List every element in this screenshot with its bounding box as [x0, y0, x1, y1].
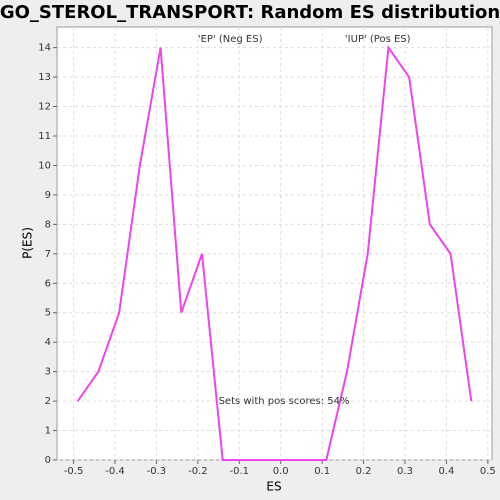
y-tick-label: 13 — [38, 72, 51, 83]
x-tick-label: -0.5 — [64, 466, 84, 477]
x-tick-label: -0.4 — [105, 466, 125, 477]
y-tick-label: 7 — [45, 249, 51, 260]
annotation: Sets with pos scores: 54% — [219, 396, 350, 407]
y-tick-label: 8 — [45, 219, 51, 230]
plot-area — [56, 26, 493, 461]
y-tick-label: 0 — [45, 455, 51, 466]
y-tick-label: 2 — [45, 396, 51, 407]
x-tick-label: 0.4 — [438, 466, 454, 477]
y-tick-label: 6 — [45, 278, 51, 289]
x-tick-label: -0.3 — [147, 466, 167, 477]
x-tick-label: 0.5 — [480, 466, 496, 477]
x-tick-label: -0.2 — [188, 466, 208, 477]
x-tick-label: 0.0 — [273, 466, 289, 477]
x-tick-label: -0.1 — [230, 466, 250, 477]
data-line — [76, 44, 473, 461]
y-tick-label: 5 — [45, 308, 51, 319]
y-axis-label: P(ES) — [21, 227, 35, 259]
y-tick-label: 10 — [38, 160, 51, 171]
y-tick-label: 11 — [38, 131, 51, 142]
y-tick-label: 3 — [45, 367, 51, 378]
x-axis-label: ES — [266, 480, 281, 494]
x-tick-label: 0.3 — [397, 466, 413, 477]
y-tick-label: 14 — [38, 43, 51, 54]
x-tick-label: 0.1 — [314, 466, 330, 477]
y-tick-label: 12 — [38, 102, 51, 113]
chart-title: GO_STEROL_TRANSPORT: Random ES distribut… — [0, 2, 500, 23]
x-tick-label: 0.2 — [356, 466, 372, 477]
y-tick-label: 1 — [45, 426, 51, 437]
annotation: 'IUP' (Pos ES) — [345, 34, 411, 45]
y-tick-label: 4 — [45, 337, 51, 348]
y-tick-label: 9 — [45, 190, 51, 201]
annotation: 'EP' (Neg ES) — [198, 34, 263, 45]
